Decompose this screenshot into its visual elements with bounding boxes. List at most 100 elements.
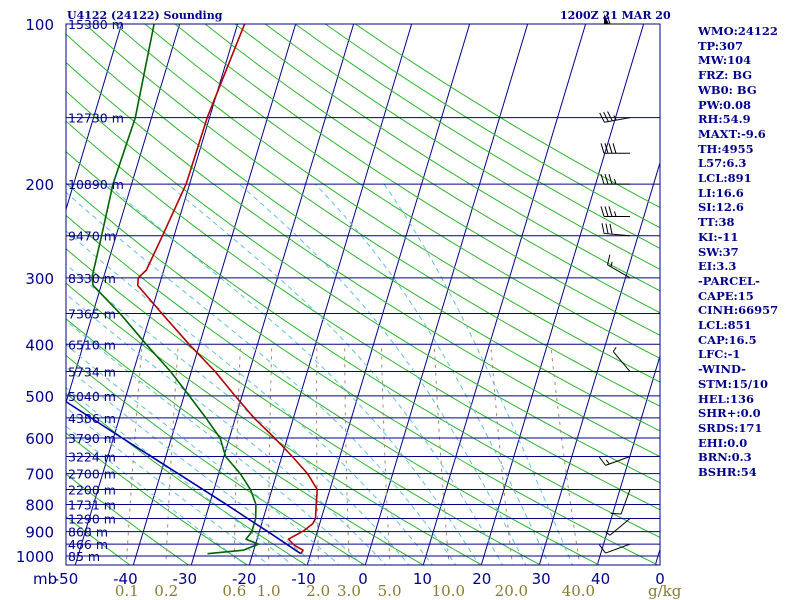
index-line: WMO:24122 (698, 24, 778, 38)
dry-adiabat-line (144, 24, 660, 359)
barb-staff (605, 456, 631, 466)
index-line: LCL:851 (698, 318, 752, 333)
temperature-label: 0 (358, 570, 368, 588)
index-line: EHI:0.0 (698, 435, 748, 450)
station-title: U4122 (24122) Sounding (67, 9, 223, 22)
barb-pennant (604, 14, 609, 24)
dry-adiabat-line (174, 24, 660, 336)
dry-adiabat-line (66, 90, 660, 484)
pressure-label: 100 (25, 16, 54, 34)
isotherm-line (596, 354, 660, 565)
height-label: 8330 m (68, 271, 116, 286)
barb-half-feather (613, 115, 617, 121)
mixing-ratio-label: 20.0 (495, 582, 528, 600)
index-line: STM:15/10 (698, 376, 769, 391)
wind-barb (606, 254, 631, 279)
index-line: LFC:-1 (698, 347, 741, 362)
background-lines (0, 12, 660, 567)
dry-adiabat-line (66, 392, 307, 565)
index-line: CINH:66957 (698, 303, 779, 318)
barb-half-feather (612, 346, 617, 352)
barb-staff (604, 232, 631, 237)
index-line: SHR+:0.0 (698, 406, 761, 421)
isotherm-line (66, 24, 181, 405)
moist-adiabat-line (66, 263, 410, 565)
wind-barb (599, 111, 631, 123)
mixing-ratio-line (125, 344, 143, 565)
height-label: 10890 m (68, 177, 124, 192)
height-label: 7365 m (68, 306, 116, 321)
height-label: 466 m (68, 537, 108, 552)
mixing-ratio-line (233, 344, 241, 565)
height-label: 6510 m (68, 337, 116, 352)
mixing-ratio-line (433, 344, 450, 565)
barb-feather (612, 143, 617, 154)
isotherm-line (0, 12, 67, 567)
barb-half-feather (614, 179, 617, 185)
barb-half-feather (614, 211, 617, 217)
temperature-label: -50 (54, 570, 79, 588)
barb-staff (604, 117, 631, 123)
mixing-ratio-line (165, 344, 179, 565)
wind-barb (612, 346, 631, 372)
height-label: 9470 m (68, 229, 116, 244)
wind-barb (604, 13, 630, 25)
temperature-label: -40 (113, 570, 138, 588)
valid-time: 1200Z 21 MAR 20 (560, 9, 671, 22)
mixing-ratio-line (380, 344, 391, 565)
index-line: WB0: BG (698, 82, 757, 97)
barb-feather (599, 112, 605, 123)
index-line: MAXT:-9.6 (698, 126, 766, 141)
temperature-label: 30 (532, 570, 551, 588)
dry-adiabat-line (66, 248, 542, 565)
index-line: RH:54.9 (698, 112, 751, 127)
moist-adiabat-line (66, 293, 387, 565)
index-line: MW:104 (698, 53, 752, 68)
mixing-ratio-label: 40.0 (562, 582, 595, 600)
wind-barb (600, 174, 630, 185)
barb-feather (607, 111, 613, 122)
isobar-lines (66, 23, 660, 557)
barb-half-feather (605, 531, 611, 536)
barb-feather (609, 223, 613, 235)
index-line: L57:6.3 (698, 156, 747, 171)
temperature-label: 10 (413, 570, 432, 588)
barb-feather (600, 174, 605, 185)
dewpoint-line (91, 24, 260, 555)
temperature-label: -30 (173, 570, 198, 588)
barb-feather (608, 174, 613, 185)
height-label: 3224 m (68, 449, 116, 464)
dry-adiabat-line (204, 24, 660, 314)
index-line: LCL:891 (698, 171, 752, 186)
isotherm-line (364, 24, 529, 565)
wind-barb (598, 543, 631, 554)
pressure-label: 400 (25, 336, 54, 354)
moist-adiabat-line (66, 344, 340, 565)
index-line: -PARCEL- (698, 273, 760, 288)
index-line: FRZ: BG (698, 68, 753, 83)
temperature-label: -20 (232, 570, 257, 588)
temperature-label: 0 (655, 570, 665, 588)
mixing-ratio-label: 5.0 (378, 582, 402, 600)
moist-adiabat-line (66, 366, 317, 565)
barb-staff (620, 489, 631, 515)
barb-feather (601, 223, 605, 234)
mixing-ratio-label: 0.1 (115, 582, 139, 600)
moist-adiabat-line (106, 183, 480, 565)
index-line: KI:-11 (698, 229, 739, 244)
barb-feather (604, 206, 609, 217)
moist-adiabat-line (66, 319, 364, 565)
barb-staff (607, 264, 631, 279)
barb-feather (608, 206, 613, 217)
wind-barb (610, 489, 631, 515)
moist-adiabat-line (238, 183, 527, 565)
moist-adiabat-line (66, 406, 270, 565)
height-label: 3790 m (68, 431, 116, 446)
moist-adiabat-line (66, 230, 434, 565)
pressure-label: 200 (25, 176, 54, 194)
isotherm-line (480, 24, 645, 565)
moist-adiabat-line (383, 183, 573, 565)
isotherm-line (190, 24, 355, 565)
index-line: BRN:0.3 (698, 450, 752, 465)
